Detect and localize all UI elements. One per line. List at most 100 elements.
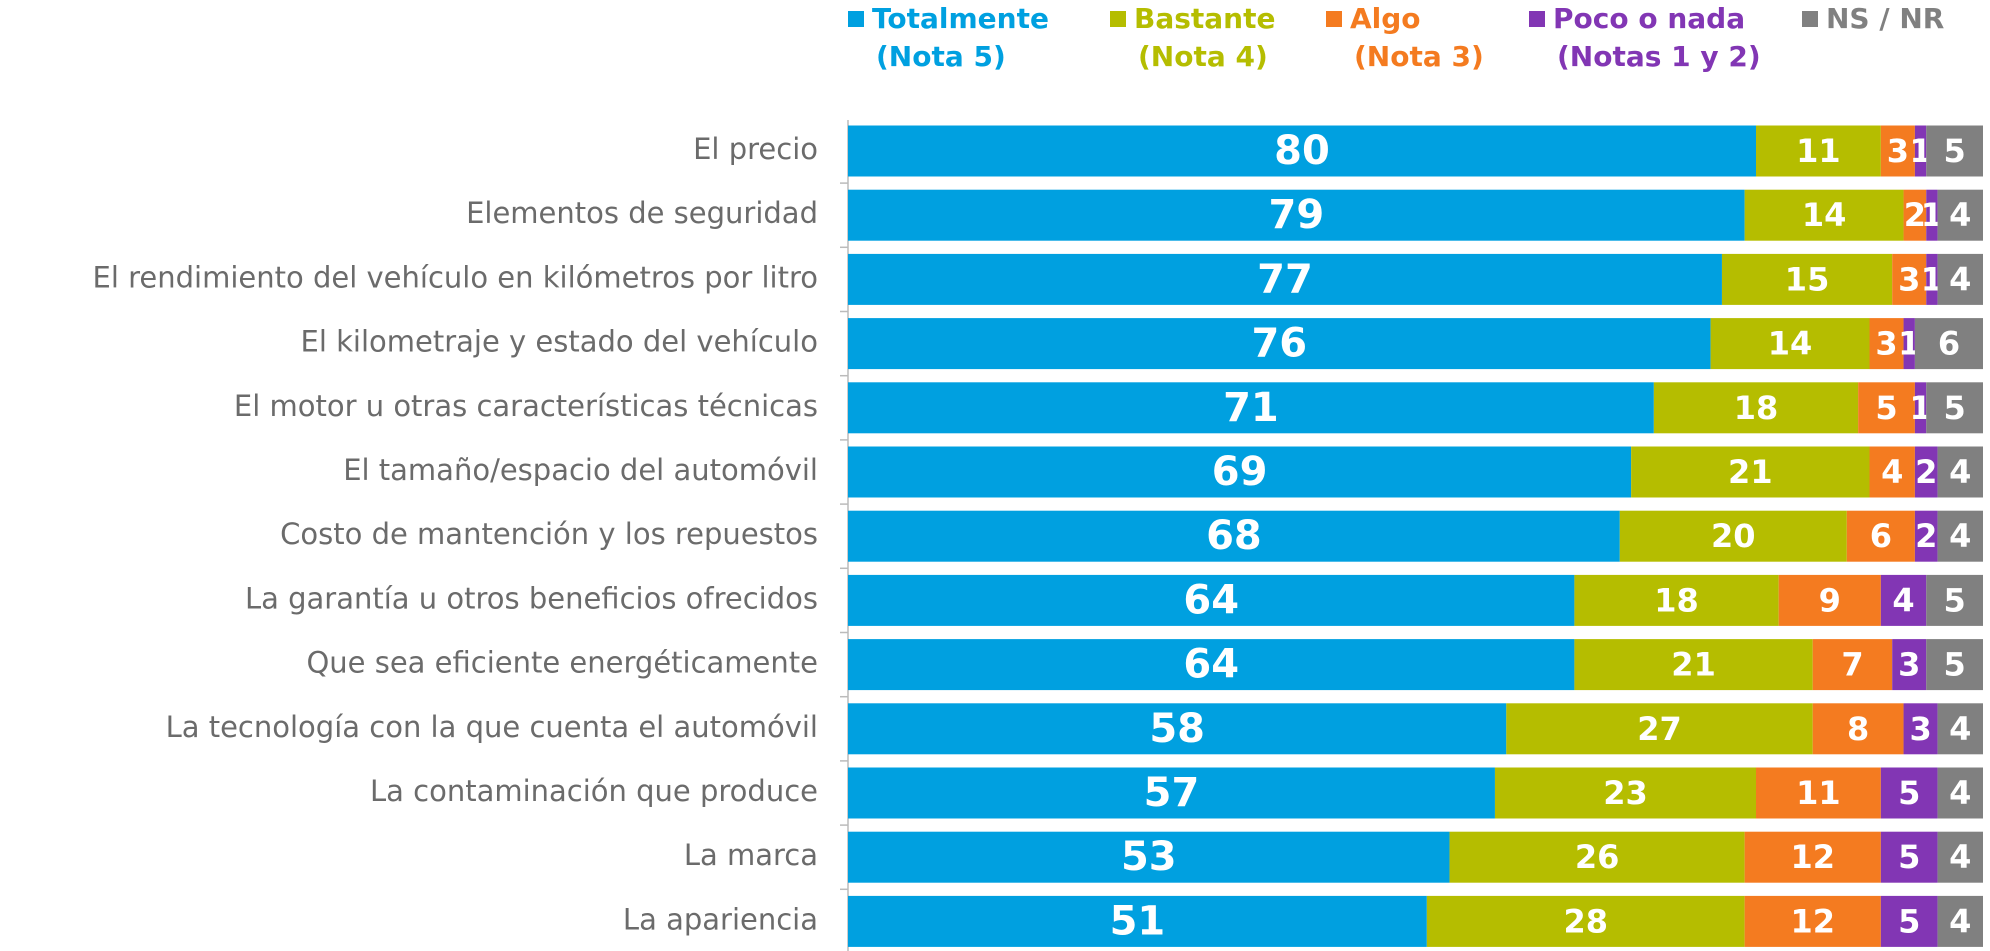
- bar-segment: [1744, 895, 1881, 947]
- legend-label: Totalmente (Nota 5): [872, 2, 1049, 73]
- value-label: 51: [1110, 898, 1166, 944]
- value-label: 7: [1841, 646, 1863, 684]
- bar-segment: [1937, 446, 1983, 498]
- bar-segment: [848, 895, 1427, 947]
- bar-segment: [1926, 125, 1983, 177]
- bar-segment: [1846, 510, 1915, 562]
- value-label: 58: [1149, 706, 1205, 752]
- value-label: 21: [1728, 453, 1773, 491]
- value-label: 71: [1223, 385, 1279, 431]
- value-label: 4: [1949, 774, 1971, 812]
- value-label: 18: [1734, 389, 1779, 427]
- bar-segment: [1926, 382, 1983, 434]
- bar-segment: [1449, 831, 1745, 883]
- legend-swatch: [1529, 11, 1545, 27]
- value-label: 3: [1898, 646, 1920, 684]
- bar-segment: [1937, 895, 1983, 947]
- value-label: 3: [1898, 260, 1920, 298]
- bar-segment: [1812, 639, 1893, 691]
- category-label: El precio: [693, 132, 818, 166]
- value-label: 27: [1637, 710, 1682, 748]
- bar-segment: [848, 510, 1620, 562]
- value-label: 4: [1881, 453, 1903, 491]
- bar-segment: [1426, 895, 1745, 947]
- value-label: 76: [1251, 321, 1307, 367]
- value-label: 5: [1898, 902, 1920, 940]
- bar-segment: [848, 767, 1495, 819]
- value-label: 69: [1212, 449, 1268, 495]
- value-label: 14: [1768, 325, 1813, 363]
- bar-segment: [848, 318, 1711, 370]
- value-label: 79: [1268, 192, 1324, 238]
- value-label: 4: [1949, 838, 1971, 876]
- value-label: 2: [1915, 453, 1937, 491]
- bar-segment: [1756, 125, 1881, 177]
- bar-segment: [1869, 318, 1904, 370]
- bar-segment: [1710, 318, 1870, 370]
- value-label: 5: [1875, 389, 1897, 427]
- bar-segment: [848, 639, 1575, 691]
- value-label: 20: [1711, 517, 1756, 555]
- value-label: 18: [1654, 581, 1699, 619]
- category-label: La contaminación que produce: [370, 774, 818, 808]
- bar-segment: [1937, 703, 1983, 755]
- category-label: El kilometraje y estado del vehículo: [301, 325, 818, 359]
- value-label: 5: [1943, 581, 1965, 619]
- category-label: El motor u otras características técnica…: [234, 389, 818, 423]
- legend-swatch: [848, 11, 864, 27]
- bar-segment: [1914, 125, 1927, 177]
- bar-segment: [1880, 767, 1938, 819]
- value-label: 15: [1785, 260, 1830, 298]
- value-label: 5: [1943, 389, 1965, 427]
- bar-segment: [1903, 318, 1915, 370]
- bar-segment: [1880, 125, 1915, 177]
- bar-segment: [1892, 639, 1927, 691]
- value-label: 64: [1183, 642, 1239, 688]
- bar-segment: [1619, 510, 1847, 562]
- value-label: 3: [1909, 710, 1931, 748]
- value-label: 4: [1949, 517, 1971, 555]
- value-label: 5: [1943, 132, 1965, 170]
- bar-segment: [1574, 639, 1813, 691]
- bar-segment: [1926, 574, 1983, 626]
- bar-segment: [1914, 318, 1983, 370]
- bar-segment: [848, 831, 1450, 883]
- category-label: La tecnología con la que cuenta el autom…: [166, 710, 818, 744]
- value-label: 14: [1802, 196, 1847, 234]
- legend-swatch: [1110, 11, 1126, 27]
- value-label: 12: [1790, 838, 1835, 876]
- value-label: 1: [1909, 389, 1931, 427]
- value-label: 1: [1898, 325, 1920, 363]
- value-label: 26: [1575, 838, 1620, 876]
- value-label: 5: [1943, 646, 1965, 684]
- value-label: 9: [1819, 581, 1841, 619]
- category-label: Que sea eficiente energéticamente: [306, 646, 818, 680]
- bar-segment: [848, 382, 1654, 434]
- value-label: 23: [1603, 774, 1648, 812]
- category-label: La apariencia: [623, 902, 818, 936]
- bar-segment: [1812, 703, 1904, 755]
- value-label: 6: [1870, 517, 1892, 555]
- value-label: 80: [1274, 128, 1330, 174]
- bar-segment: [848, 703, 1507, 755]
- value-label: 8: [1847, 710, 1869, 748]
- bar-segment: [1744, 831, 1881, 883]
- bar-segment: [848, 189, 1745, 241]
- value-label: 4: [1892, 581, 1914, 619]
- bar-segment: [1778, 574, 1881, 626]
- bar-segment: [1914, 446, 1938, 498]
- bar-segment: [1914, 510, 1938, 562]
- legend-label: Bastante (Nota 4): [1134, 2, 1276, 73]
- category-label: La garantía u otros beneficios ofrecidos: [245, 581, 818, 615]
- value-label: 77: [1257, 256, 1313, 302]
- bar-segment: [1937, 831, 1983, 883]
- bar-segment: [1880, 574, 1927, 626]
- value-label: 3: [1887, 132, 1909, 170]
- bar-segment: [1926, 639, 1983, 691]
- bar-segment: [1494, 767, 1756, 819]
- value-label: 2: [1904, 196, 1926, 234]
- bar-segment: [1914, 382, 1927, 434]
- category-label: Costo de mantención y los repuestos: [280, 517, 818, 551]
- legend-swatch: [1802, 11, 1818, 27]
